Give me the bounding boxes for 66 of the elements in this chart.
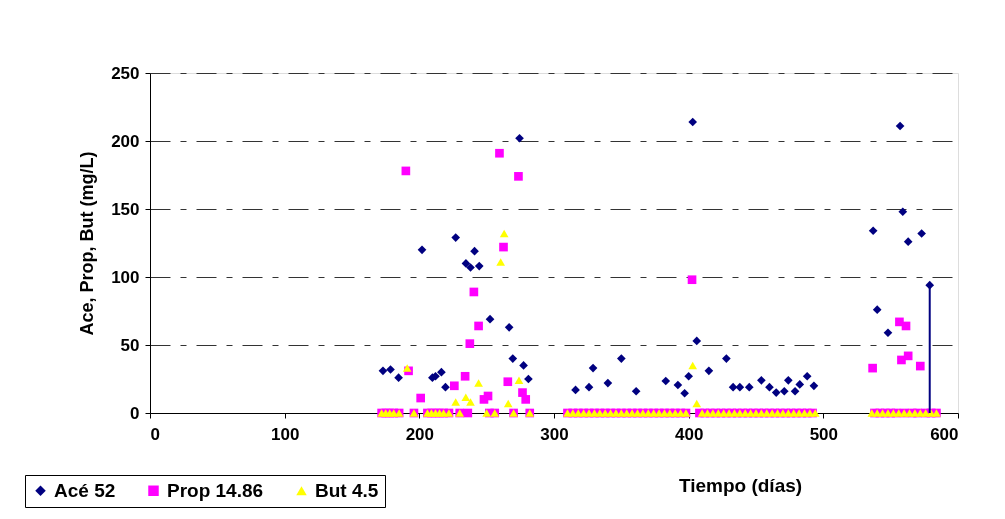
point: [783, 376, 793, 385]
point: [771, 388, 781, 397]
point: [504, 322, 514, 332]
legend-label: Acé 52: [54, 479, 116, 501]
x-tick-label: 300: [540, 424, 569, 444]
x-tick-label: 400: [674, 424, 704, 444]
x-tick-label: 500: [809, 424, 839, 444]
point: [790, 386, 800, 396]
point: [617, 354, 626, 363]
point: [508, 354, 518, 363]
point: [519, 361, 528, 370]
point: [795, 380, 805, 389]
point: [883, 328, 893, 338]
y-tick-label: 200: [111, 131, 140, 151]
point: [895, 121, 905, 131]
point: [692, 336, 702, 346]
point: [722, 354, 731, 363]
point: [728, 382, 738, 392]
point: [744, 382, 754, 392]
point: [515, 133, 524, 143]
y-tick-label: 250: [111, 63, 140, 83]
point: [461, 259, 471, 268]
point: [765, 382, 774, 392]
point: [903, 237, 913, 246]
point: [394, 373, 403, 382]
point: [688, 117, 698, 127]
y-axis-title: Ace, Prop, But (mg/L): [77, 151, 98, 336]
point: [704, 366, 714, 376]
point: [661, 376, 671, 386]
point: [603, 378, 613, 388]
y-tick-label: 50: [120, 335, 140, 355]
x-axis-title: Tiempo (días): [678, 474, 803, 496]
point: [386, 365, 395, 374]
point: [485, 314, 495, 324]
point: [451, 233, 461, 242]
point: [470, 246, 479, 256]
x-tick-label: 100: [270, 424, 300, 444]
y-tick-label: 150: [111, 199, 140, 219]
point: [441, 382, 450, 392]
point: [868, 226, 878, 236]
point: [898, 207, 908, 217]
point: [673, 380, 683, 390]
y-tick-label: 0: [130, 403, 140, 423]
point: [417, 245, 427, 255]
point: [872, 305, 882, 314]
legend-label: But 4.5: [315, 479, 379, 501]
point: [474, 261, 484, 271]
legend-label: Prop 14.86: [167, 479, 264, 501]
point: [378, 366, 388, 376]
point: [631, 386, 641, 396]
point: [680, 388, 689, 398]
point: [779, 386, 789, 396]
point: [802, 371, 812, 381]
point: [466, 263, 475, 272]
point: [917, 229, 926, 238]
y-tick-label: 100: [111, 267, 140, 287]
point: [809, 381, 819, 391]
point: [757, 376, 766, 385]
point: [684, 371, 693, 381]
point: [584, 382, 594, 392]
x-tick-label: 0: [150, 424, 160, 444]
point: [437, 367, 446, 377]
point: [588, 363, 598, 373]
x-tick-label: 600: [930, 424, 959, 444]
x-tick-label: 200: [405, 424, 435, 444]
point: [735, 382, 745, 392]
